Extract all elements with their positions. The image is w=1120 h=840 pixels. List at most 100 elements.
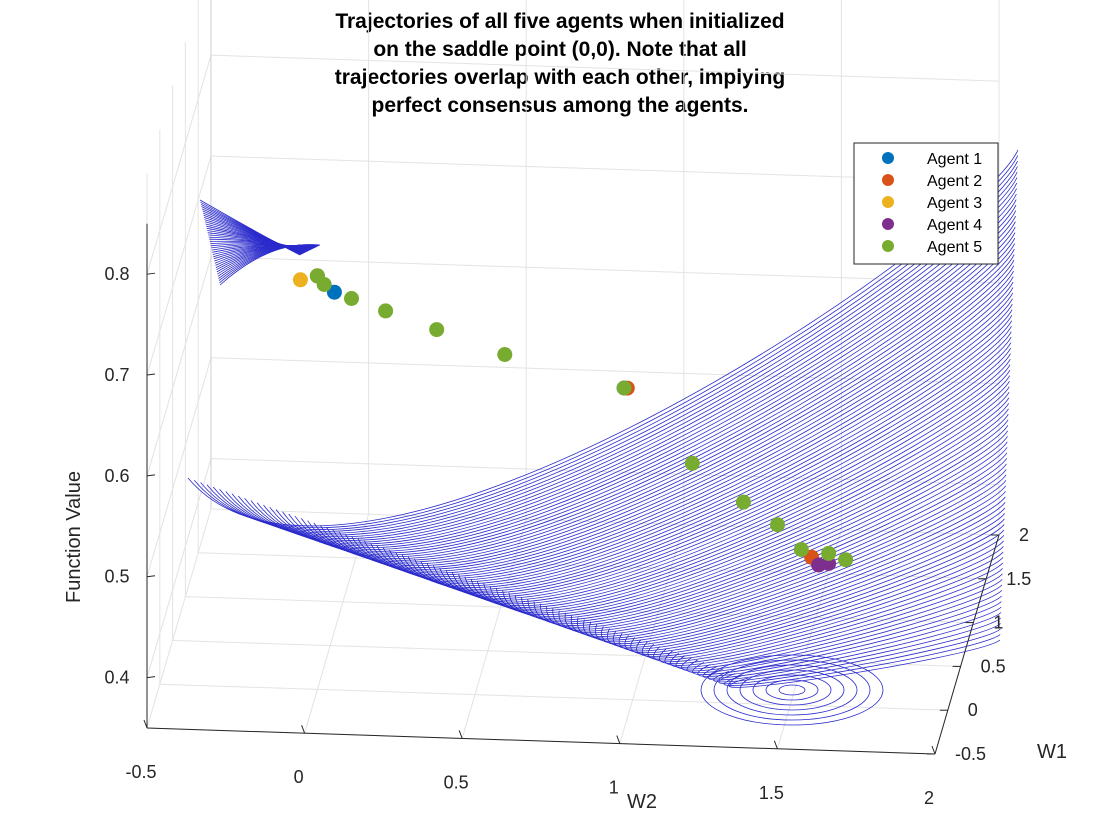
x-tick-label: -0.5 [125,762,156,782]
z-tick-label: 0.7 [104,365,129,385]
y-tick-label: 0 [968,700,978,720]
contour-line [577,491,1006,639]
contour-line [702,612,1002,679]
contour-line [451,380,1010,603]
x-tick [773,740,778,749]
legend-marker [882,218,894,230]
contour-line [401,337,1012,588]
contour-line [363,304,1013,577]
x-tick [458,730,463,739]
contour-line [546,463,1007,630]
side-grid-z [146,155,212,376]
title-line-3: trajectories overlap with each other, im… [335,66,785,89]
agent-marker [616,380,632,396]
contour-line [319,265,1015,565]
axes: -0.5 0 0.5 1 1.5 2 -0.5 0 0.5 1 1.5 2 0.4 0.5 0.6 0.7 0.… [104,223,1031,808]
contour-line [723,634,1001,686]
contour-line [533,452,1008,626]
x-tick-label: 1 [609,778,619,798]
x-tick-label: 2 [924,788,934,808]
contour-line [388,326,1012,585]
contour-line [692,601,1002,675]
contour-line [420,353,1011,594]
contour-line [382,320,1013,583]
agent-marker [735,494,751,510]
floor-grid-x [619,524,685,744]
contour-line [647,557,1004,661]
contour-line [708,617,1002,681]
agent-marker [429,322,445,338]
floor-grid-x [146,508,212,729]
legend-label: Agent 1 [927,151,982,168]
contour-line [395,331,1012,587]
back-grid-z [210,458,1000,486]
floor-grid-y [210,508,1000,536]
contour-line [439,370,1011,599]
y-tick-label: -0.5 [955,744,986,764]
contour-line [344,287,1014,572]
contour-line [508,430,1009,619]
x-tick [143,719,148,729]
title-line-4: perfect consensus among the agents. [372,94,749,117]
agent-marker [292,272,308,288]
contour-line [458,386,1010,605]
contour-line [612,524,1005,650]
contour-line [728,639,1001,688]
legend-label: Agent 2 [927,173,982,190]
legend: Agent 1 Agent 2 Agent 3 Agent 4 Agent 5 [853,142,999,265]
contour-line [664,573,1003,666]
contour-line [521,441,1008,623]
contour-line [527,447,1008,625]
contour-line [477,403,1010,610]
floor-grid-x [461,519,527,739]
contour-ellipse [778,684,806,696]
z-tick [146,272,156,275]
contour-ellipse [713,659,871,721]
y-axis-label: W1 [1037,741,1067,763]
z-tick-label: 0.8 [104,264,129,284]
y-tick-label: 1.5 [1006,569,1031,589]
contour-ellipse [765,679,819,701]
agent-marker [770,517,785,533]
contour-line [571,485,1007,637]
contour-line [288,237,1016,556]
z-tick [146,474,156,477]
contour-line [489,414,1009,614]
floor-grid-y [172,639,961,667]
agent-marker [793,542,809,557]
contour-line [601,513,1006,646]
legend-marker [882,196,894,208]
agent-marker [838,552,854,568]
contour-line [606,518,1005,648]
back-grid-z [210,357,1000,385]
contour-line [483,408,1009,612]
contour-line [618,529,1005,652]
legend-marker [882,240,894,252]
contour-line [624,535,1005,654]
contour-line [433,364,1011,597]
contour-line [681,590,1003,672]
back-grid-z [210,256,1000,284]
contour-ellipse [739,669,845,711]
legend-marker [882,152,894,164]
contour-line [514,436,1008,621]
z-axis-label: Function Value [63,471,85,603]
contour-line [686,595,1002,674]
side-grid-z [146,357,212,577]
contour-ellipse [752,674,832,706]
contour-line [670,579,1003,668]
contour-line [357,298,1013,576]
x-tick [931,745,936,755]
contour-line [539,458,1008,628]
contour-line [445,375,1011,601]
chart-title: Trajectories of all five agents when ini… [335,10,785,117]
y-tick-label: 2 [1019,525,1029,545]
z-tick [146,373,156,376]
contour-line [558,474,1007,634]
y-axis-line [934,534,1000,755]
contour-wing [219,244,321,286]
agent-marker [344,291,359,306]
contour-line [426,359,1011,596]
x-tick-label: 0 [294,767,304,787]
